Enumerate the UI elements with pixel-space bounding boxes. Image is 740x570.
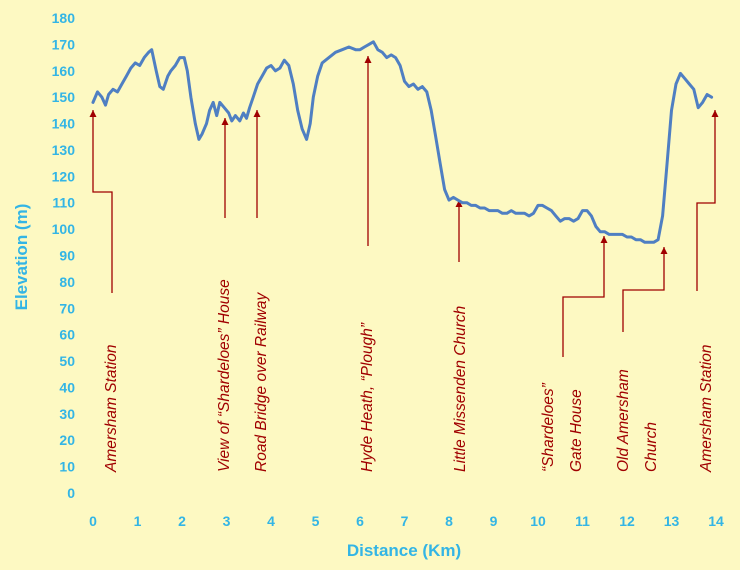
x-axis-title: Distance (Km) [347, 541, 461, 560]
annotations: Amersham Station View of “Shardeloes” Hou… [89, 56, 719, 474]
arrowhead-icon [660, 247, 668, 254]
x-tick-label: 11 [575, 513, 590, 529]
x-tick-label: 3 [223, 513, 231, 529]
arrowhead-icon [711, 110, 719, 117]
annotation-leader [696, 110, 716, 291]
arrowhead-icon [221, 118, 229, 125]
arrowhead-icon [600, 236, 608, 243]
plot-area [91, 40, 714, 244]
y-tick-label: 100 [52, 221, 76, 237]
arrowhead-icon [253, 110, 261, 117]
y-tick-label: 50 [59, 353, 75, 369]
y-tick-label: 150 [52, 89, 76, 105]
y-tick-label: 30 [59, 406, 75, 422]
annotation-label: View of “Shardeloes” House [216, 279, 233, 472]
annotation-label: Amersham Station [698, 345, 715, 474]
arrowhead-icon [455, 200, 463, 207]
x-tick-label: 9 [490, 513, 498, 529]
y-tick-label: 90 [59, 248, 75, 264]
x-tick-label: 0 [89, 513, 97, 529]
y-tick-label: 20 [59, 432, 75, 448]
y-tick-label: 110 [52, 195, 75, 211]
y-tick-label: 0 [67, 485, 75, 501]
y-tick-label: 60 [59, 327, 75, 343]
x-tick-label: 4 [267, 513, 275, 529]
y-tick-label: 10 [59, 459, 75, 475]
x-tick-label: 13 [664, 513, 680, 529]
y-tick-label: 70 [59, 300, 75, 316]
x-tick-label: 8 [445, 513, 453, 529]
annotation-leader [622, 247, 665, 332]
annotation-label: Little Missenden Church [452, 306, 469, 472]
y-tick-label: 180 [52, 10, 76, 26]
y-tick-label: 170 [52, 36, 76, 52]
x-tick-label: 10 [530, 513, 546, 529]
x-tick-label: 5 [312, 513, 320, 529]
y-tick-label: 120 [52, 168, 76, 184]
annotation-leader [562, 236, 605, 357]
x-tick-label: 12 [619, 513, 635, 529]
annotation-label: Gate House [568, 389, 585, 472]
axis-labels: 0102030405060708090100110120130140150160… [12, 10, 724, 560]
y-axis-title: Elevation (m) [12, 204, 31, 311]
arrowhead-icon [89, 110, 97, 117]
annotation-label: Road Bridge over Railway [253, 292, 270, 472]
y-tick-label: 40 [59, 379, 75, 395]
x-tick-label: 14 [708, 513, 724, 529]
annotation-label: Amersham Station [103, 345, 120, 474]
x-tick-label: 1 [134, 513, 142, 529]
annotation-leader [92, 110, 113, 293]
annotation-label: Hyde Heath, “Plough” [359, 322, 376, 472]
y-tick-label: 160 [52, 63, 76, 79]
annotation-label: “Shardeloes” [540, 382, 557, 472]
y-tick-label: 130 [52, 142, 76, 158]
annotation-label: Church [643, 422, 660, 472]
y-tick-label: 80 [59, 274, 75, 290]
annotation-label: Old Amersham [615, 369, 632, 472]
elevation-line [91, 40, 714, 244]
y-tick-label: 140 [52, 116, 76, 132]
x-tick-label: 2 [178, 513, 186, 529]
x-tick-label: 6 [356, 513, 364, 529]
x-tick-label: 7 [401, 513, 409, 529]
arrowhead-icon [364, 56, 372, 63]
